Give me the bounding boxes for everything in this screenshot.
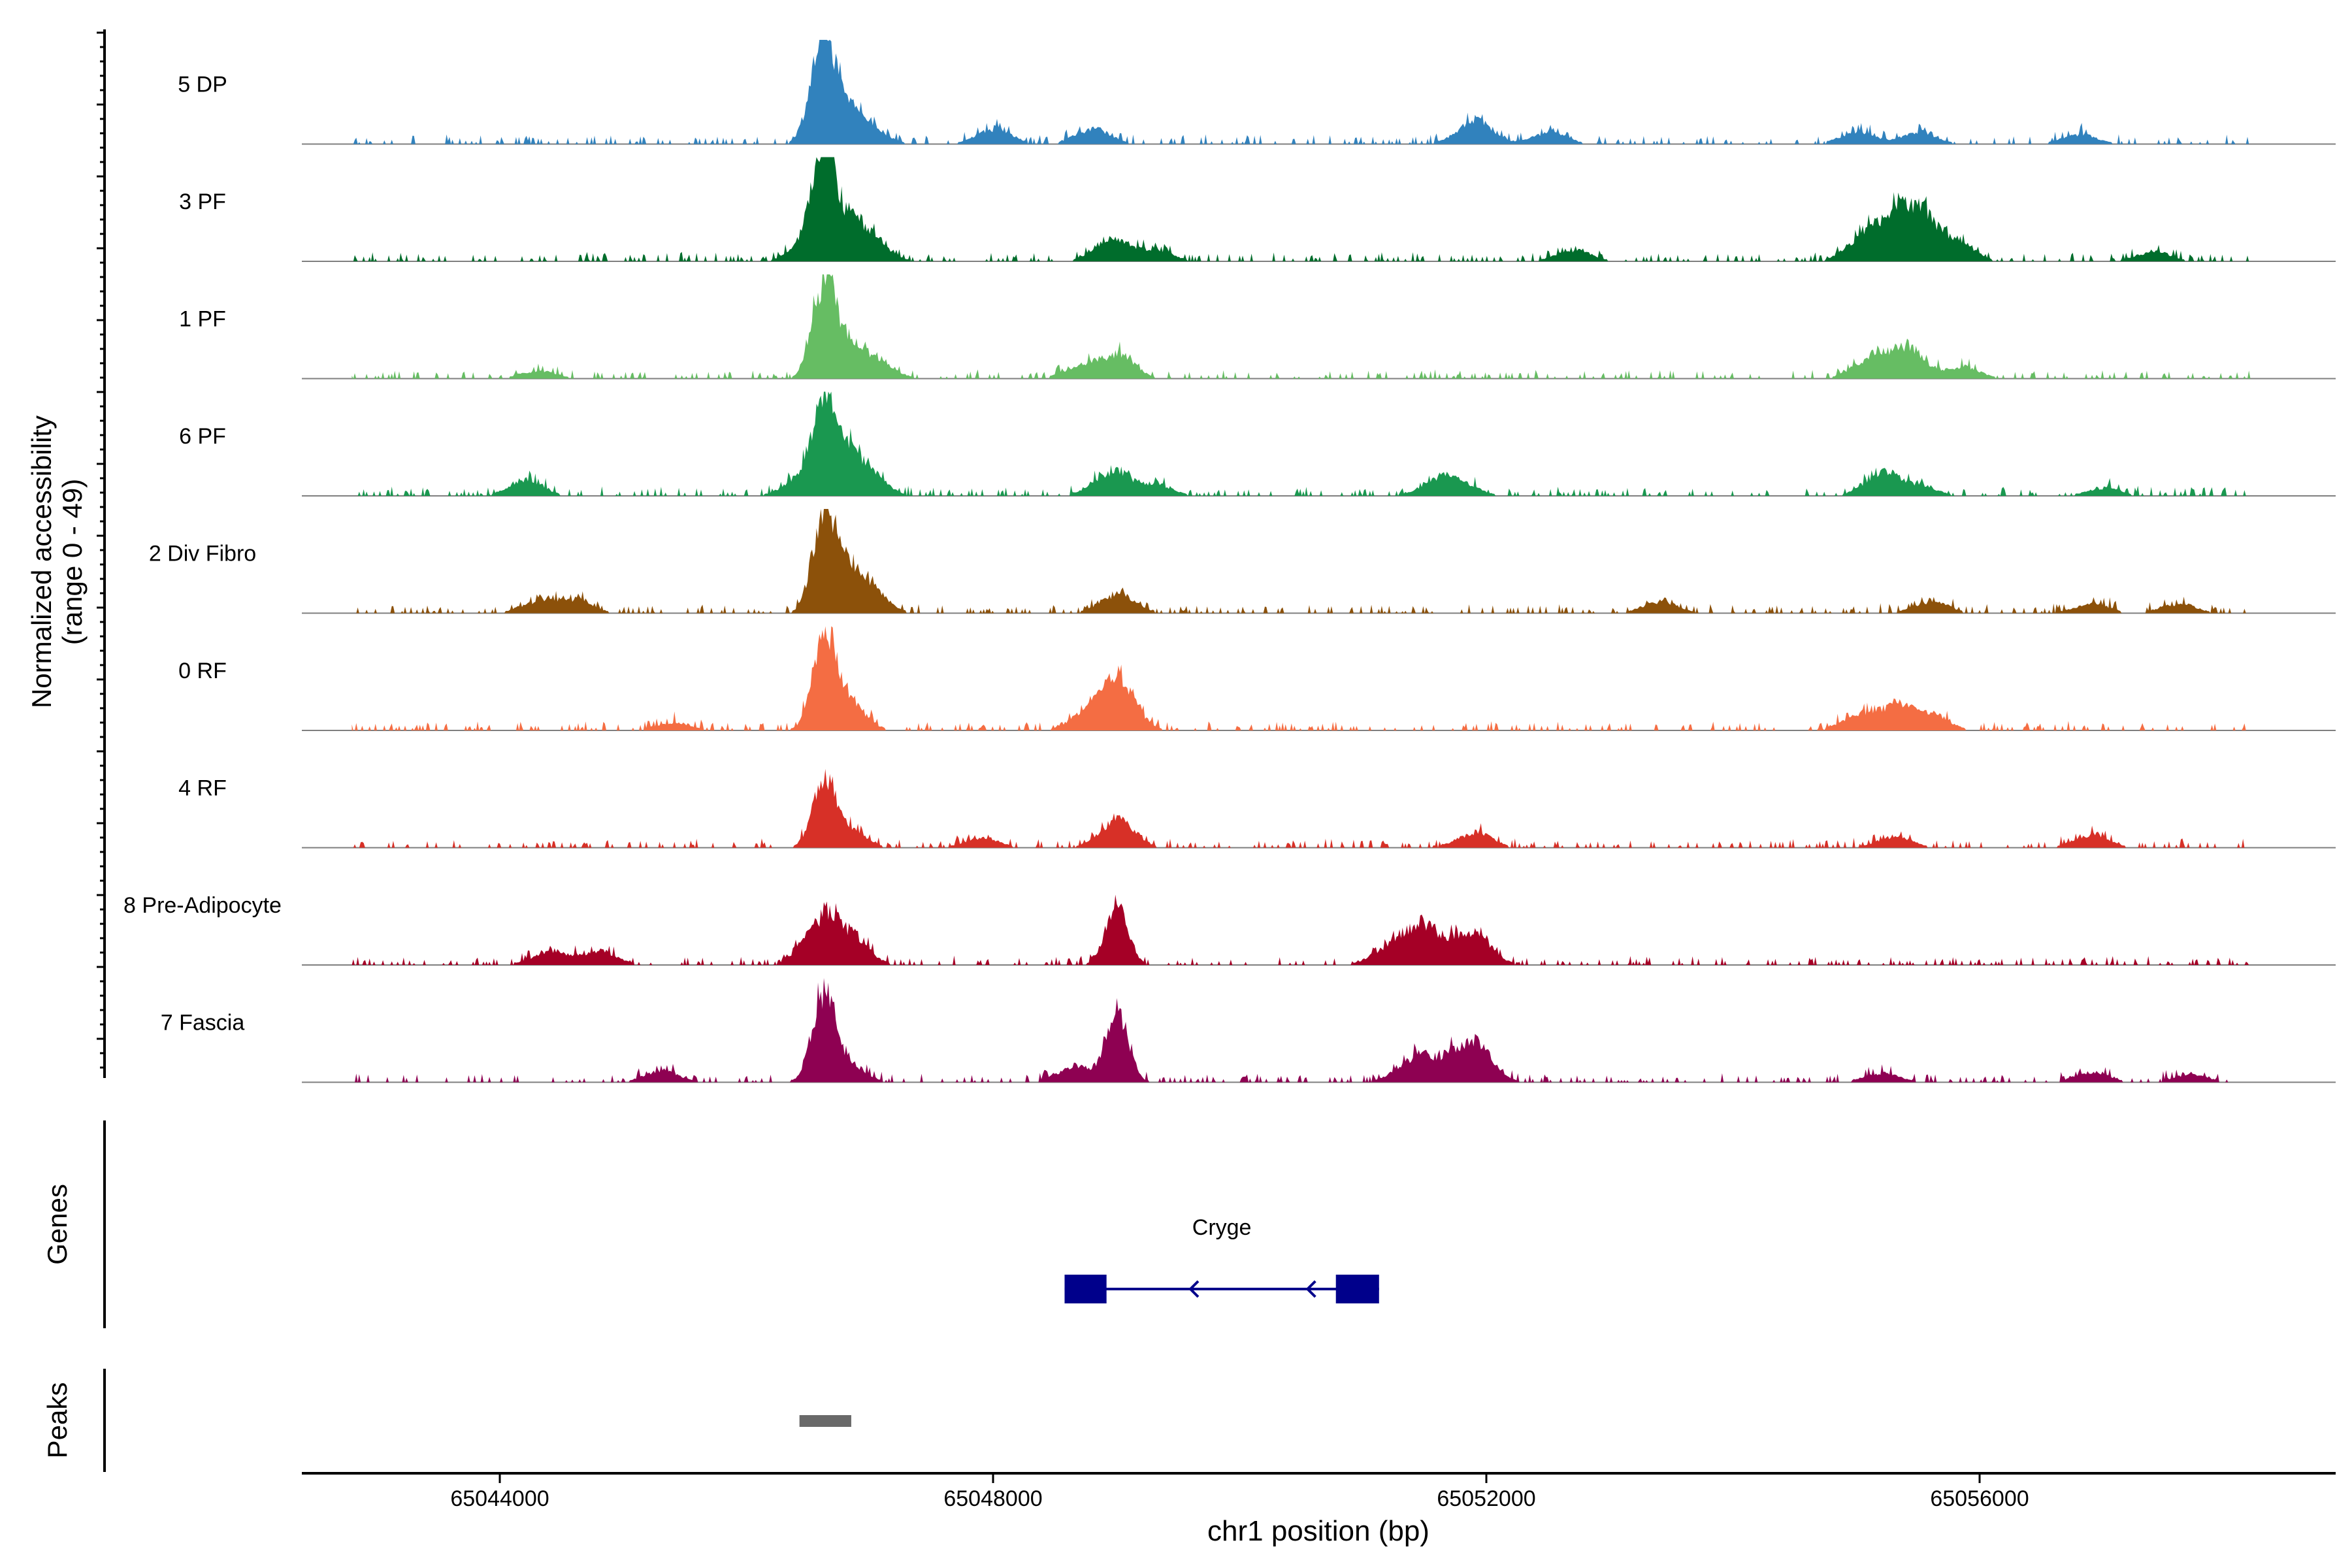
coverage-area	[351, 40, 2251, 144]
track-label: 0 RF	[178, 659, 227, 683]
coverage-area	[351, 626, 2251, 730]
coverage-area	[351, 894, 2251, 965]
track-label: 2 Div Fibro	[149, 542, 256, 566]
track-5-dp: 5 DP	[178, 40, 2336, 145]
y-axis-label-line1: Normalized accessibility	[26, 416, 57, 708]
track-label: 5 DP	[178, 73, 227, 97]
genes-label: Genes	[42, 1184, 73, 1265]
peak-annotation	[799, 1415, 851, 1427]
track-4-rf: 4 RF	[178, 768, 2336, 849]
track-8-pre-adipocyte: 8 Pre-Adipocyte	[123, 893, 2336, 966]
track-label: 4 RF	[178, 776, 227, 801]
peaks-label: Peaks	[42, 1382, 73, 1459]
track-7-fascia: 7 Fascia	[161, 978, 2336, 1083]
track-6-pf: 6 PF	[179, 391, 2336, 497]
track-label: 7 Fascia	[161, 1011, 245, 1036]
x-tick-label: 65052000	[1437, 1486, 1535, 1511]
track-label: 6 PF	[179, 424, 226, 449]
track-label: 8 Pre-Adipocyte	[123, 893, 282, 918]
coverage-area	[351, 978, 2251, 1083]
coverage-y-ticks	[97, 31, 105, 1069]
gene-exon	[1335, 1275, 1379, 1303]
track-2-div-fibro: 2 Div Fibro	[149, 509, 2336, 614]
x-axis-label: chr1 position (bp)	[1207, 1515, 1429, 1547]
gene-exon	[1064, 1275, 1107, 1303]
strand-arrow	[1305, 1280, 1316, 1298]
track-3-pf: 3 PF	[179, 157, 2336, 262]
y-axis-label-line2: (range 0 - 49)	[57, 479, 88, 645]
coverage-tracks: 5 DP 3 PF 1 PF 6 PF 2 Div Fibro 0 RF 4 RF 8 Pre…	[123, 40, 2336, 1083]
track-0-rf: 0 RF	[178, 626, 2336, 731]
track-label: 1 PF	[179, 307, 226, 332]
track-label: 3 PF	[179, 189, 226, 214]
strand-arrow	[1188, 1280, 1200, 1298]
peak-region	[799, 1415, 851, 1427]
gene-name: Cryge	[1192, 1215, 1252, 1240]
x-tick-label: 65056000	[1930, 1486, 2029, 1511]
coverage-area	[351, 391, 2251, 496]
track-1-pf: 1 PF	[179, 274, 2336, 380]
gene-annotation: Cryge	[1064, 1215, 1379, 1303]
coverage-area	[351, 509, 2251, 613]
coverage-area	[351, 768, 2251, 848]
coverage-area	[351, 157, 2251, 261]
x-tick-label: 65048000	[943, 1486, 1042, 1511]
coverage-area	[351, 274, 2251, 379]
x-axis-ticks: 65044000 65048000 65052000 65056000	[450, 1473, 2029, 1511]
x-tick-label: 65044000	[450, 1486, 549, 1511]
